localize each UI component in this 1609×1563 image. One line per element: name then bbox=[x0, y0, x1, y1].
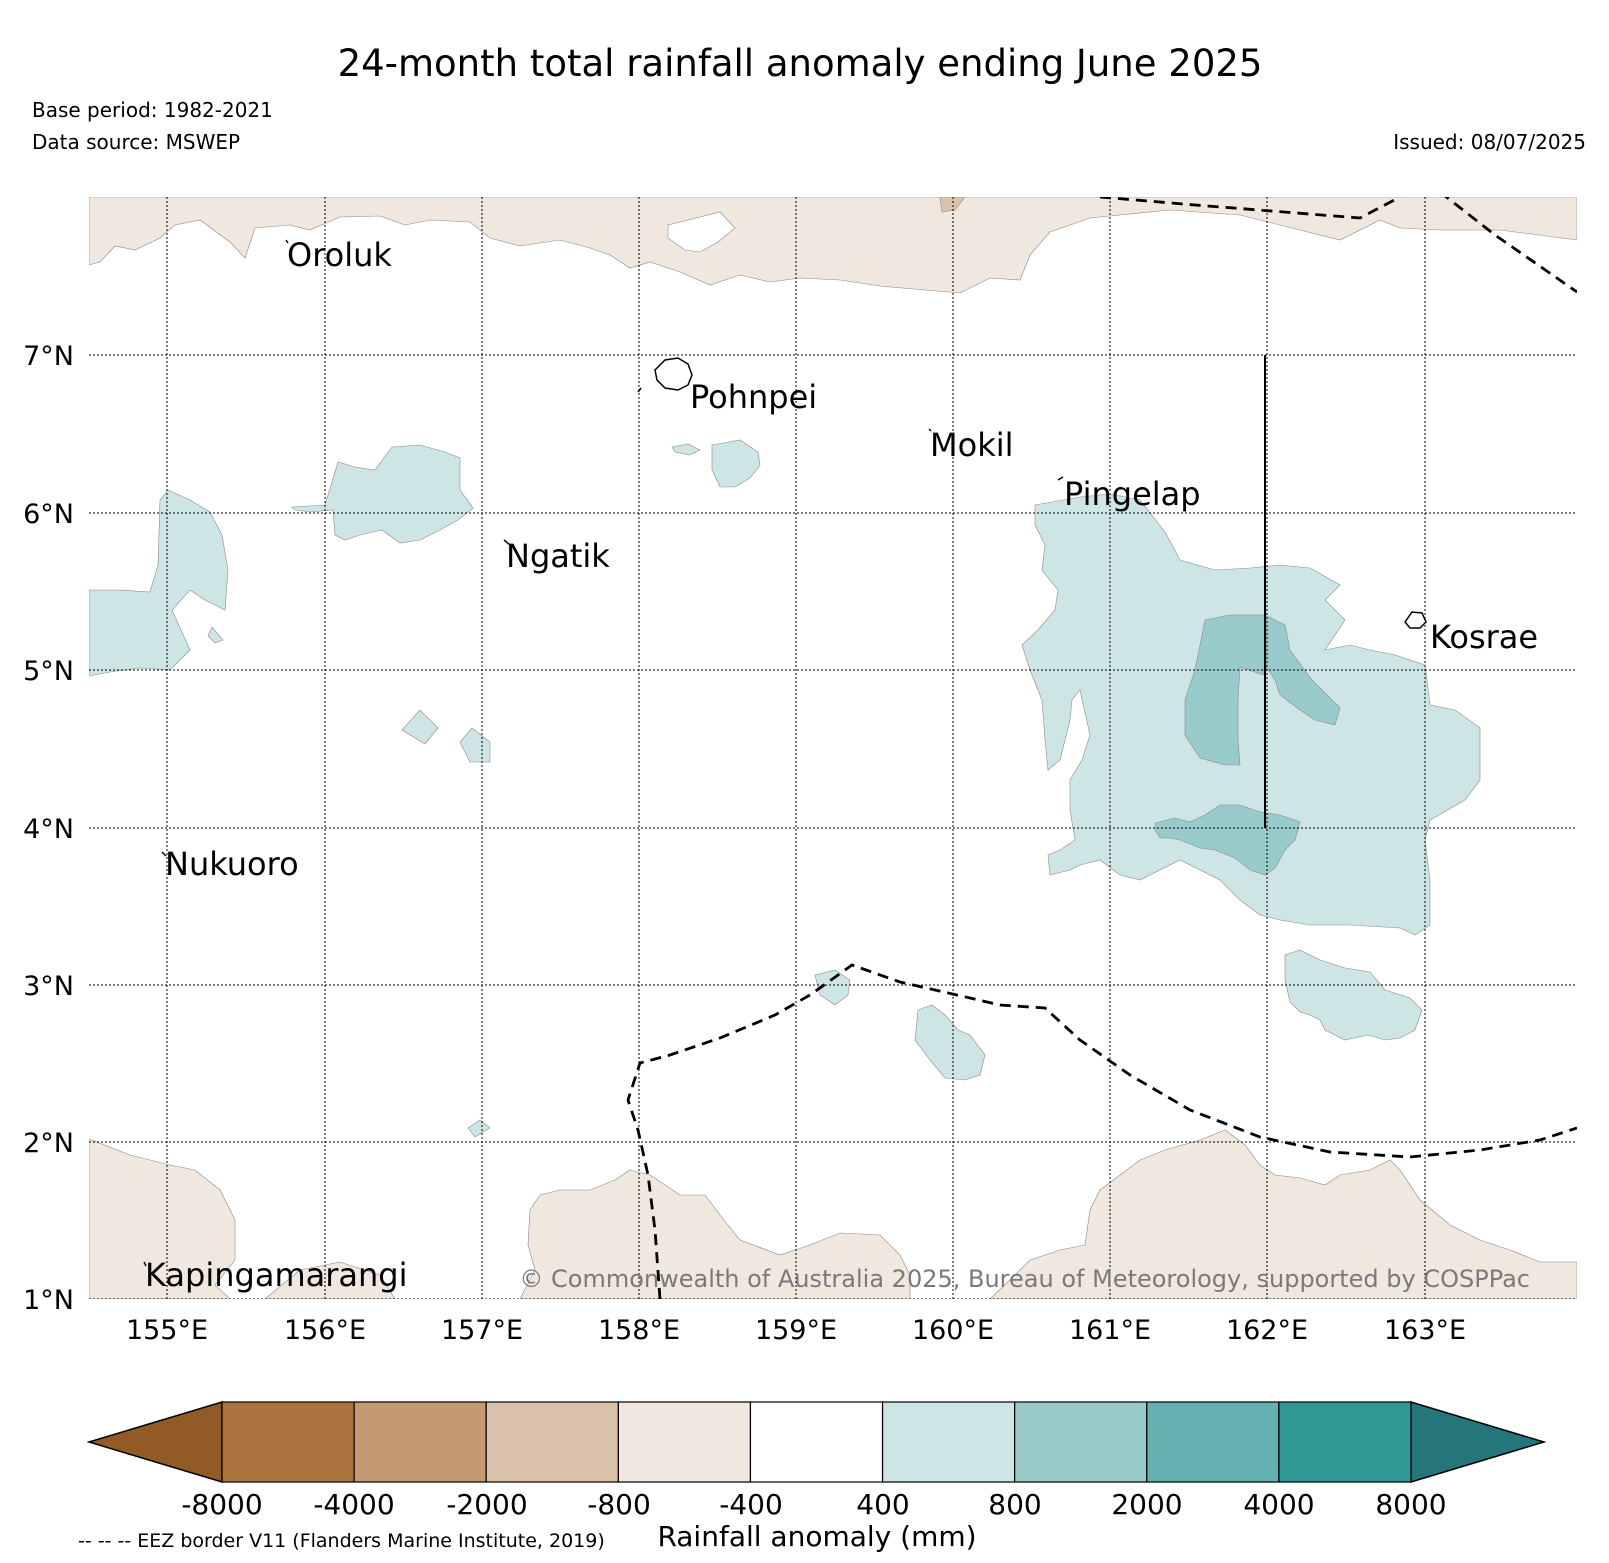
y-tick-label: 5°N bbox=[23, 656, 74, 687]
oroluk-atoll bbox=[285, 239, 289, 244]
wet-region-west-islet bbox=[207, 626, 224, 644]
colorbar-tick-labels: -8000 -4000 -2000 -800 -400 400 800 2000… bbox=[181, 1488, 1446, 1521]
gridlines bbox=[89, 197, 1577, 1299]
place-label-pingelap: Pingelap bbox=[1064, 475, 1201, 513]
place-label-ngatik: Ngatik bbox=[506, 537, 610, 575]
x-tick-label: 158°E bbox=[598, 1315, 680, 1346]
colorbar-box bbox=[617, 1401, 752, 1483]
y-tick-label: 6°N bbox=[23, 499, 74, 530]
wet-region-southeast-a bbox=[1284, 949, 1423, 1041]
eez-footnote: -- -- -- EEZ border V11 (Flanders Marine… bbox=[78, 1530, 605, 1552]
dry-region-south-central bbox=[519, 1169, 911, 1299]
y-tick-label: 1°N bbox=[23, 1285, 74, 1316]
colorbar-box bbox=[1146, 1401, 1280, 1483]
colorbar-box bbox=[881, 1401, 1016, 1483]
colorbar: -8000 -4000 -2000 -800 -400 400 800 2000… bbox=[86, 1400, 1547, 1553]
colorbar-box bbox=[221, 1401, 355, 1483]
colorbar-arrow-low bbox=[86, 1400, 223, 1484]
colorbar-tick-label: 400 bbox=[856, 1488, 909, 1521]
place-label-kosrae: Kosrae bbox=[1430, 618, 1538, 656]
dry-medium-patch bbox=[939, 197, 966, 213]
colorbar-tick-label: -800 bbox=[587, 1488, 651, 1521]
kapingamarangi-atoll bbox=[143, 1261, 147, 1267]
colorbar-box bbox=[1278, 1401, 1412, 1483]
colorbar-box bbox=[1014, 1401, 1148, 1483]
colorbar-tick-label: -4000 bbox=[313, 1488, 394, 1521]
kosrae-island bbox=[1404, 611, 1427, 629]
wet-medium-kosrae-north bbox=[1184, 614, 1341, 766]
eez-border-south bbox=[626, 963, 1577, 1299]
colorbar-tick-label: 8000 bbox=[1375, 1488, 1446, 1521]
pohnpei-island bbox=[654, 357, 693, 391]
chart-title: 24-month total rainfall anomaly ending J… bbox=[338, 42, 1263, 85]
copyright-notice: © Commonwealth of Australia 2025, Bureau… bbox=[519, 1265, 1530, 1293]
x-tick-label: 162°E bbox=[1226, 1315, 1308, 1346]
dry-region-southeast bbox=[989, 1129, 1577, 1299]
wet-region-north-central bbox=[291, 444, 474, 544]
y-tick-label: 2°N bbox=[23, 1128, 74, 1159]
colorbar-boxes bbox=[221, 1401, 1412, 1483]
mokil-atoll bbox=[928, 428, 932, 432]
place-label-mokil: Mokil bbox=[930, 426, 1014, 464]
x-tick-label: 156°E bbox=[284, 1315, 366, 1346]
y-tick-label: 3°N bbox=[23, 971, 74, 1002]
colorbar-box bbox=[353, 1401, 487, 1483]
wet-medium-regions bbox=[1154, 614, 1341, 876]
place-label-nukuoro: Nukuoro bbox=[165, 845, 299, 883]
wet-region-kosrae-large bbox=[1021, 493, 1481, 936]
colorbar-tick-label: -400 bbox=[719, 1488, 783, 1521]
y-axis-ticks: 1°N 2°N 3°N 4°N 5°N 6°N 7°N bbox=[23, 341, 74, 1316]
dry-region-south-island bbox=[264, 1261, 396, 1299]
islands bbox=[143, 239, 1427, 1267]
place-label-kapingamarangi: Kapingamarangi bbox=[145, 1256, 407, 1294]
map-area bbox=[89, 197, 1577, 1299]
y-tick-label: 7°N bbox=[23, 341, 74, 372]
wet-anomaly-regions bbox=[89, 439, 1481, 1138]
wet-region-south-central-b bbox=[914, 1004, 986, 1081]
dry-region-hole bbox=[667, 211, 736, 253]
x-tick-label: 155°E bbox=[126, 1315, 208, 1346]
ngatik-atoll bbox=[503, 539, 511, 546]
y-tick-label: 4°N bbox=[23, 814, 74, 845]
data-source: Data source: MSWEP bbox=[32, 130, 240, 154]
colorbar-tick-label: 4000 bbox=[1243, 1488, 1314, 1521]
place-labels: Oroluk Pohnpei Mokil Pingelap Ngatik Kos… bbox=[145, 236, 1538, 1294]
colorbar-tick-label: 800 bbox=[988, 1488, 1041, 1521]
colorbar-box bbox=[749, 1401, 884, 1483]
colorbar-tick-label: 2000 bbox=[1111, 1488, 1182, 1521]
colorbar-box bbox=[485, 1401, 619, 1483]
eez-borders bbox=[626, 197, 1577, 1299]
place-label-pohnpei: Pohnpei bbox=[690, 378, 817, 416]
dry-region-southwest bbox=[89, 1138, 236, 1299]
x-tick-label: 161°E bbox=[1069, 1315, 1151, 1346]
colorbar-tick-label: -2000 bbox=[446, 1488, 527, 1521]
x-axis-ticks: 155°E 156°E 157°E 158°E 159°E 160°E 161°… bbox=[126, 1315, 1466, 1346]
pingelap-atoll bbox=[1057, 476, 1064, 481]
base-period: Base period: 1982-2021 bbox=[32, 98, 273, 122]
x-tick-label: 157°E bbox=[441, 1315, 523, 1346]
wet-region-pohnpei-south bbox=[671, 443, 701, 456]
x-tick-label: 163°E bbox=[1384, 1315, 1466, 1346]
place-label-oroluk: Oroluk bbox=[287, 236, 392, 274]
dry-region-north bbox=[89, 197, 1577, 294]
x-tick-label: 159°E bbox=[755, 1315, 837, 1346]
nukuoro-atoll bbox=[161, 851, 167, 857]
x-tick-label: 160°E bbox=[912, 1315, 994, 1346]
wet-medium-kosrae-south bbox=[1154, 804, 1301, 876]
eez-border-northeast bbox=[1444, 197, 1577, 294]
colorbar-arrow-high bbox=[1410, 1400, 1547, 1484]
wet-region-west bbox=[89, 489, 229, 677]
wet-region-islet-south bbox=[467, 1119, 491, 1138]
wet-region-west-islets-a bbox=[401, 709, 439, 745]
wet-region-pohnpei-east bbox=[711, 439, 761, 488]
wet-region-south-central-a bbox=[814, 969, 851, 1006]
minor-islet bbox=[637, 387, 642, 393]
colorbar-tick-label: -8000 bbox=[181, 1488, 262, 1521]
issued-date: Issued: 08/07/2025 bbox=[1393, 130, 1586, 154]
colorbar-axis-label: Rainfall anomaly (mm) bbox=[657, 1520, 976, 1553]
dry-anomaly-regions bbox=[89, 197, 1577, 1299]
